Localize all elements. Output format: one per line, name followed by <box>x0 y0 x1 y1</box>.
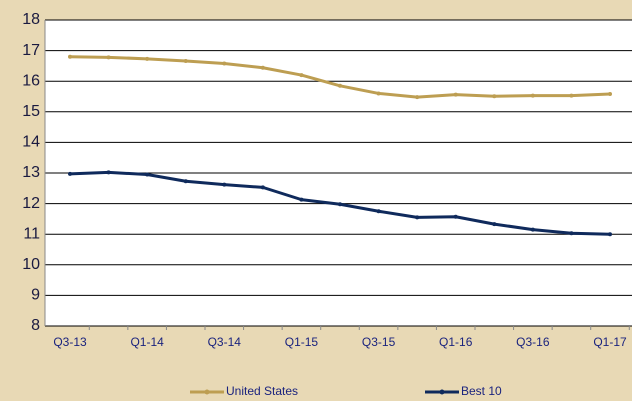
labels: 8 9 10 11 12 13 14 15 16 17 18 Q3-13 Q1-14 Q3-14 Q1-15… <box>22 11 627 398</box>
data-point <box>260 185 265 190</box>
data-point <box>608 92 612 97</box>
y-tick-label: 18 <box>22 11 40 28</box>
legend-label: Best 10 <box>461 384 502 398</box>
data-point <box>415 95 420 100</box>
x-tick-label: Q1-17 <box>593 335 627 349</box>
x-tick-label: Q3-14 <box>208 335 242 349</box>
legend-marker <box>439 389 445 395</box>
y-tick-label: 12 <box>22 195 40 212</box>
data-point <box>569 231 574 236</box>
data-point <box>492 222 497 227</box>
data-point <box>68 54 72 59</box>
data-point <box>376 91 381 96</box>
y-tick-label: 8 <box>31 317 40 334</box>
data-point <box>299 73 304 78</box>
data-point <box>492 94 497 99</box>
data-point <box>145 56 150 61</box>
data-point <box>222 182 227 187</box>
y-tick-label: 10 <box>22 256 40 273</box>
y-tick-label: 15 <box>22 103 40 120</box>
y-tick-label: 9 <box>31 287 40 304</box>
y-tick-label: 16 <box>22 72 40 89</box>
data-point <box>453 214 458 219</box>
data-point <box>222 61 227 66</box>
data-point <box>569 93 574 98</box>
legend-marker <box>204 389 210 395</box>
marks <box>68 54 612 237</box>
y-tick-label: 17 <box>22 42 40 59</box>
x-tick-label: Q3-16 <box>516 335 550 349</box>
x-tick-label: Q3-15 <box>362 335 396 349</box>
y-tick-label: 11 <box>23 225 40 242</box>
data-point <box>453 92 458 97</box>
data-point <box>608 232 612 237</box>
x-tick-label: Q3-13 <box>53 335 87 349</box>
x-tick-label: Q1-16 <box>439 335 473 349</box>
data-point <box>338 83 342 88</box>
data-point <box>106 170 111 175</box>
data-point <box>145 172 150 177</box>
data-point <box>338 202 342 207</box>
data-point <box>260 65 265 70</box>
data-point <box>183 59 188 64</box>
x-tick-label: Q1-15 <box>285 335 319 349</box>
data-point <box>183 179 188 184</box>
data-point <box>415 215 420 220</box>
y-tick-label: 13 <box>22 164 40 181</box>
y-tick-label: 14 <box>22 134 40 151</box>
data-point <box>106 55 111 60</box>
data-point <box>299 197 304 202</box>
legend-label: United States <box>226 384 298 398</box>
x-tick-label: Q1-14 <box>130 335 164 349</box>
grid <box>44 19 632 330</box>
data-point <box>68 171 72 176</box>
data-point <box>530 93 535 98</box>
data-point <box>376 209 381 214</box>
data-point <box>530 227 535 232</box>
